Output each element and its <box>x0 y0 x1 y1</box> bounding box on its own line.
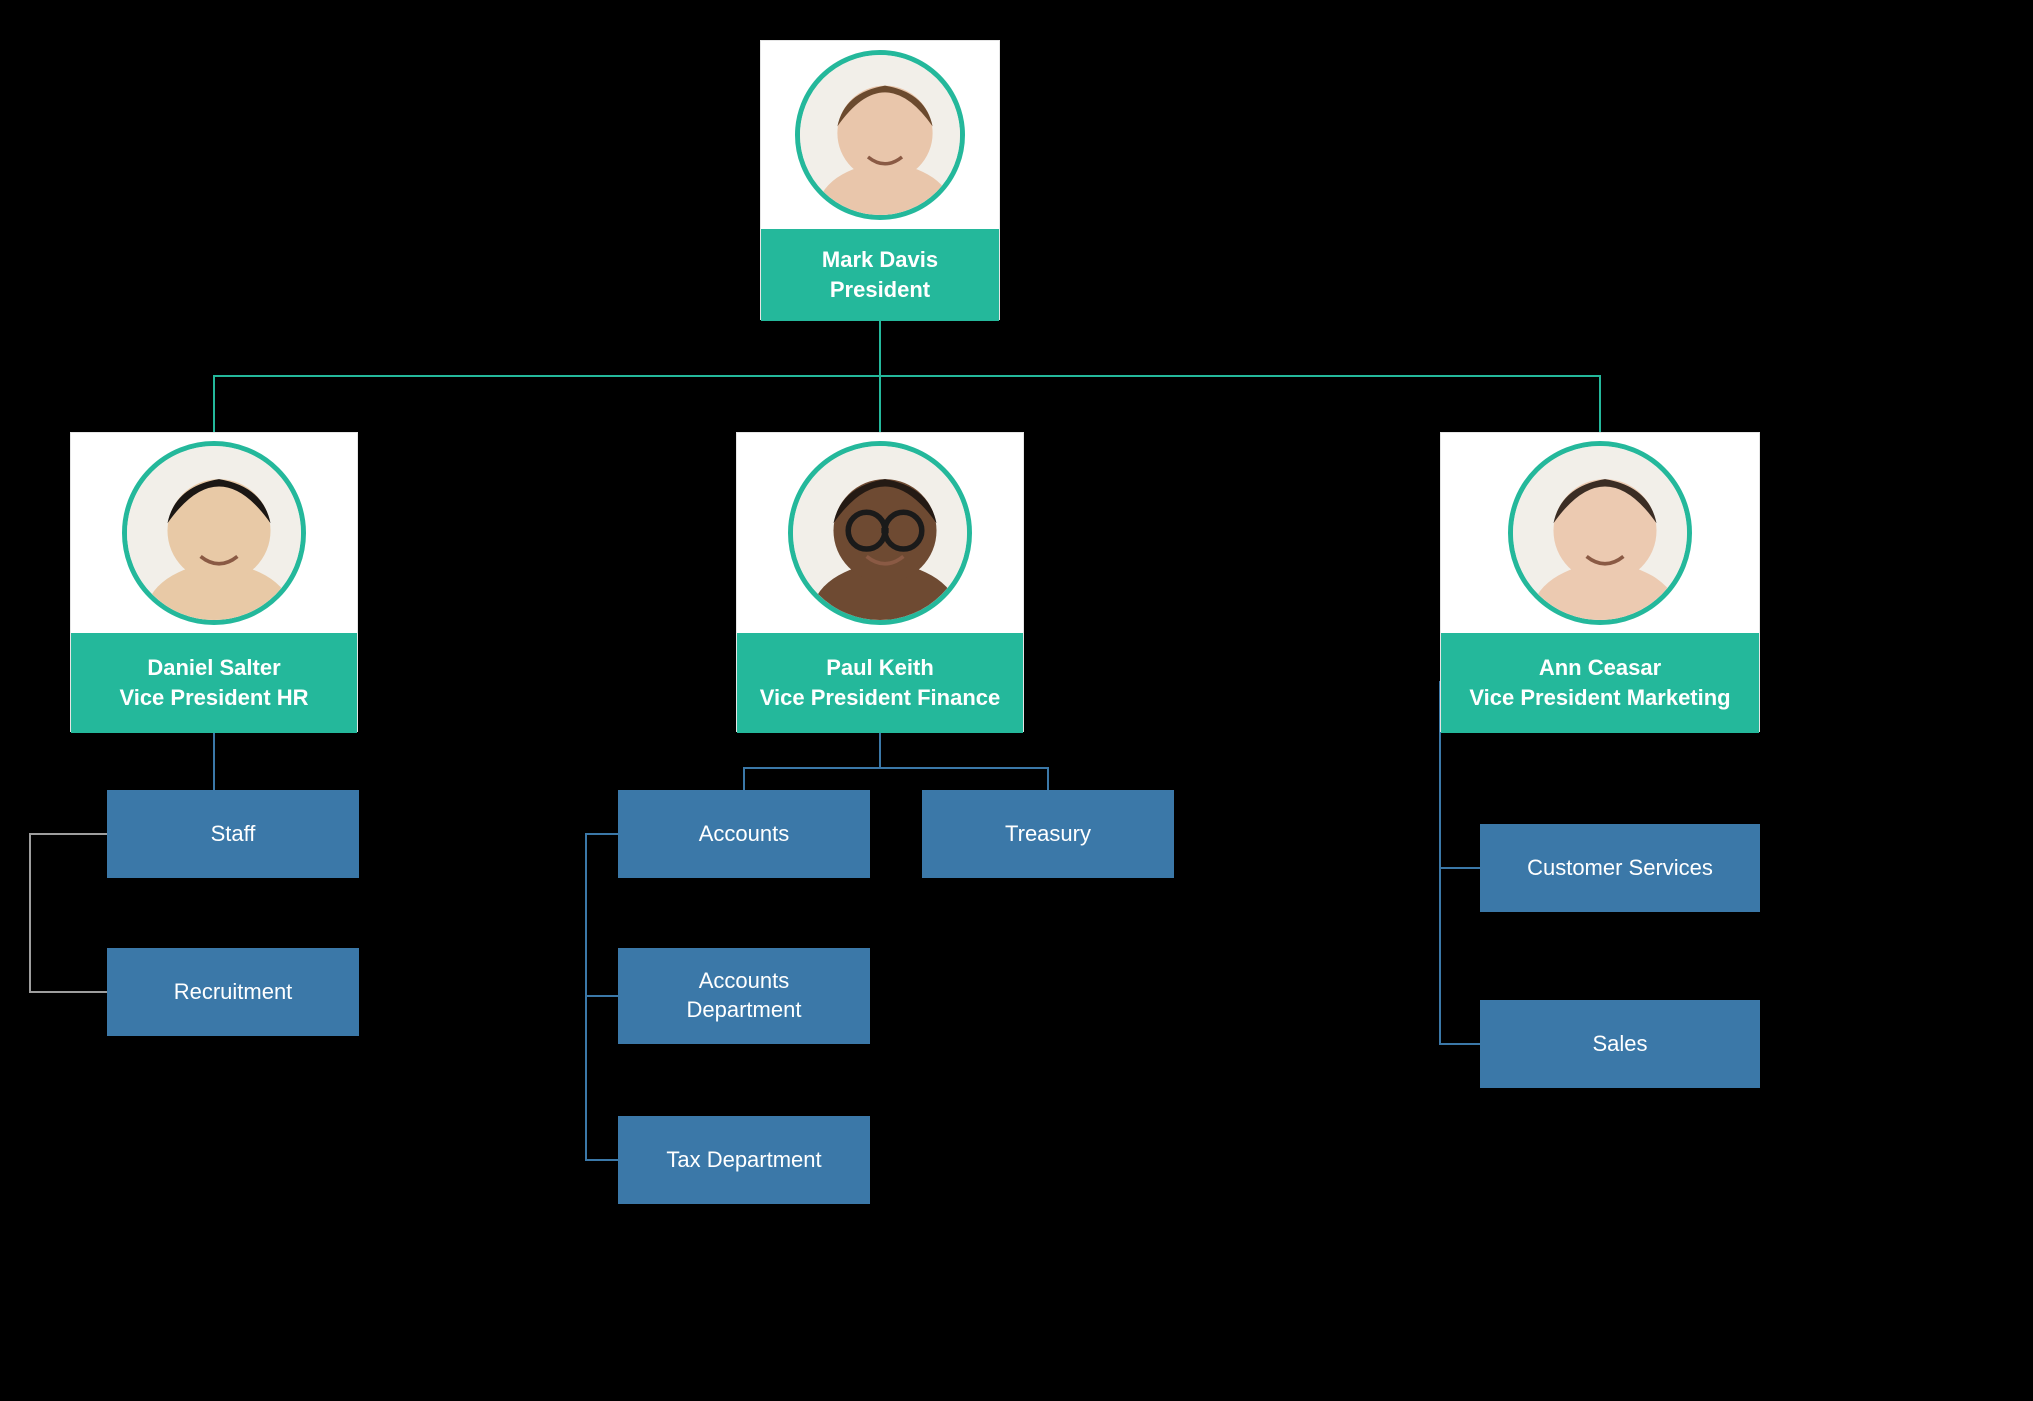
card-vp-mkt: Ann Ceasar Vice President Marketing <box>1440 432 1760 732</box>
person-title: Vice President HR <box>81 683 347 713</box>
dept-sales: Sales <box>1480 1000 1760 1088</box>
dept-label: Customer Services <box>1527 854 1713 883</box>
avatar-wrap <box>1441 433 1759 633</box>
dept-recruitment: Recruitment <box>107 948 359 1036</box>
avatar-wrap <box>71 433 357 633</box>
dept-label: Staff <box>211 820 256 849</box>
label-band-vp-mkt: Ann Ceasar Vice President Marketing <box>1441 633 1759 733</box>
person-name: Ann Ceasar <box>1451 653 1749 683</box>
person-title: President <box>771 275 989 305</box>
card-president: Mark Davis President <box>760 40 1000 320</box>
dept-customer-services: Customer Services <box>1480 824 1760 912</box>
dept-accounts: Accounts <box>618 790 870 878</box>
dept-label: AccountsDepartment <box>687 967 802 1024</box>
dept-label: Treasury <box>1005 820 1091 849</box>
card-vp-fin: Paul Keith Vice President Finance <box>736 432 1024 732</box>
avatar-wrap <box>761 41 999 229</box>
dept-accounts-department: AccountsDepartment <box>618 948 870 1044</box>
dept-treasury: Treasury <box>922 790 1174 878</box>
avatar-vp-fin <box>788 441 972 625</box>
org-chart-canvas: Mark Davis President Daniel Salter Vice … <box>0 0 2033 1401</box>
person-name: Mark Davis <box>771 245 989 275</box>
dept-staff: Staff <box>107 790 359 878</box>
dept-label: Tax Department <box>666 1146 821 1175</box>
label-band-vp-fin: Paul Keith Vice President Finance <box>737 633 1023 733</box>
dept-label: Sales <box>1592 1030 1647 1059</box>
label-band-president: Mark Davis President <box>761 229 999 321</box>
avatar-vp-hr <box>122 441 306 625</box>
avatar-wrap <box>737 433 1023 633</box>
person-name: Daniel Salter <box>81 653 347 683</box>
person-title: Vice President Marketing <box>1451 683 1749 713</box>
avatar-vp-mkt <box>1508 441 1692 625</box>
dept-label: Accounts <box>699 820 790 849</box>
card-vp-hr: Daniel Salter Vice President HR <box>70 432 358 732</box>
avatar-president <box>795 50 965 220</box>
label-band-vp-hr: Daniel Salter Vice President HR <box>71 633 357 733</box>
dept-tax: Tax Department <box>618 1116 870 1204</box>
person-title: Vice President Finance <box>747 683 1013 713</box>
dept-label: Recruitment <box>174 978 293 1007</box>
person-name: Paul Keith <box>747 653 1013 683</box>
